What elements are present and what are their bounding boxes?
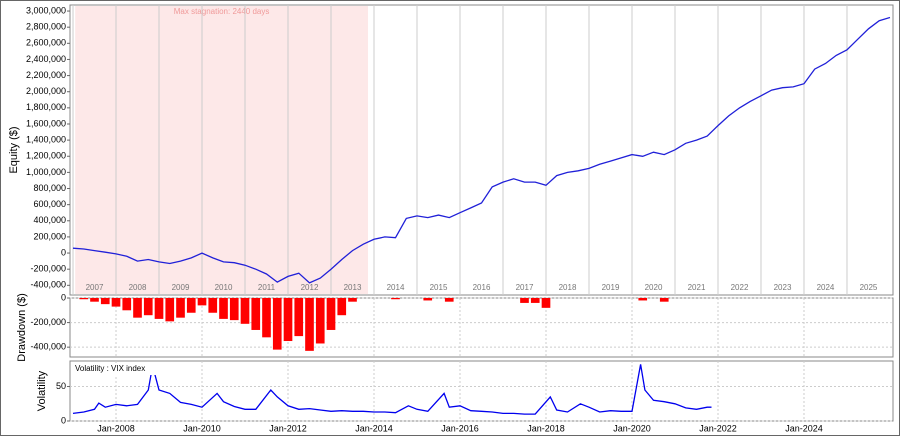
x-tick-label: Jan-2010	[183, 423, 221, 433]
x-tick-label: Jan-2016	[441, 423, 479, 433]
year-label: 2015	[430, 283, 448, 292]
y-tick-label: 1,800,000	[26, 102, 66, 112]
drawdown-bar	[176, 298, 185, 318]
drawdown-bar	[251, 298, 261, 330]
x-tick-label: Jan-2024	[785, 423, 823, 433]
y-tick-label: 2,000,000	[26, 86, 66, 96]
drawdown-bar	[165, 298, 175, 322]
plot-area	[69, 360, 894, 422]
year-label: 2014	[387, 283, 405, 292]
drawdown-bar	[79, 298, 89, 300]
year-label: 2010	[215, 283, 233, 292]
y-tick-label: 0	[61, 415, 66, 425]
year-label: 2012	[301, 283, 319, 292]
drawdown-bar	[154, 298, 164, 319]
drawdown-bar	[122, 298, 132, 311]
legend-box	[72, 363, 158, 375]
drawdown-bar	[100, 298, 110, 305]
year-label: 2009	[172, 283, 190, 292]
y-tick-label: -400,000	[30, 342, 66, 352]
drawdown-bar	[315, 298, 325, 344]
year-label: 2022	[731, 283, 749, 292]
year-label: 2021	[688, 283, 706, 292]
drawdown-bar	[143, 298, 153, 316]
x-tick-label: Jan-2022	[699, 423, 737, 433]
drawdown-bar	[272, 298, 282, 350]
y-tick-label: 1,200,000	[26, 151, 66, 161]
y-tick-label: 200,000	[33, 231, 66, 241]
y-tick-label: 400,000	[33, 215, 66, 225]
y-axis-title: Volatility	[36, 370, 48, 411]
year-label: 2008	[129, 283, 147, 292]
year-label: 2023	[774, 283, 792, 292]
drawdown-bar	[305, 298, 314, 351]
drawdown-bar	[186, 298, 196, 313]
y-axis-title: Equity ($)	[8, 126, 20, 173]
drawdown-bar	[530, 298, 540, 303]
drawdown-bar	[262, 298, 271, 338]
y-tick-label: 2,600,000	[26, 38, 66, 48]
y-tick-label: 1,400,000	[26, 134, 66, 144]
year-label: 2019	[602, 283, 620, 292]
y-tick-label: 2,800,000	[26, 22, 66, 32]
year-label: 2011	[258, 283, 276, 292]
drawdown-bar	[659, 298, 669, 302]
series-line	[72, 364, 712, 415]
drawdown-bar	[541, 298, 551, 308]
y-tick-label: -200,000	[30, 317, 66, 327]
drawdown-bar	[444, 298, 454, 302]
year-label: 2016	[473, 283, 491, 292]
x-tick-label: Jan-2008	[97, 423, 135, 433]
y-tick-label: 1,600,000	[26, 118, 66, 128]
x-tick-label: Jan-2012	[269, 423, 307, 433]
y-tick-label: -200,000	[30, 264, 66, 274]
drawdown-bar	[423, 298, 433, 301]
drawdown-bar	[219, 298, 228, 319]
y-tick-label: 3,000,000	[26, 5, 66, 15]
year-label: 2017	[516, 283, 534, 292]
drawdown-bar	[197, 298, 207, 306]
drawdown-bar	[240, 298, 250, 324]
y-tick-label: 2,200,000	[26, 70, 66, 80]
y-tick-label: 50	[56, 381, 66, 391]
drawdown-bar	[208, 298, 218, 313]
year-label: 2025	[860, 283, 878, 292]
x-tick-label: Jan-2014	[355, 423, 393, 433]
y-tick-label: 0	[61, 292, 66, 302]
x-tick-label: Jan-2020	[613, 423, 651, 433]
stagnation-label: Max stagnation: 2440 days	[174, 7, 270, 16]
drawdown-bar	[348, 298, 357, 302]
drawdown-bar	[337, 298, 347, 316]
stagnation-band	[75, 6, 368, 294]
year-label: 2018	[559, 283, 577, 292]
y-tick-label: 600,000	[33, 199, 66, 209]
y-tick-label: 0	[61, 247, 66, 257]
y-axis-title: Drawdown ($)	[16, 293, 28, 361]
drawdown-bar	[133, 298, 142, 318]
panel-title: Volatility : VIX index	[75, 364, 145, 373]
drawdown-bar	[90, 298, 99, 302]
drawdown-bar	[638, 298, 648, 301]
x-tick-label: Jan-2018	[527, 423, 565, 433]
y-tick-label: 2,400,000	[26, 54, 66, 64]
drawdown-bar	[229, 298, 239, 321]
year-label: 2013	[344, 283, 362, 292]
y-tick-label: -400,000	[30, 280, 66, 290]
drawdown-bar	[283, 298, 293, 342]
year-label: 2007	[86, 283, 104, 292]
drawdown-bar	[111, 298, 121, 307]
drawdown-bar	[520, 298, 529, 303]
drawdown-bar	[294, 298, 304, 337]
y-tick-label: 800,000	[33, 183, 66, 193]
year-label: 2024	[817, 283, 835, 292]
drawdown-bar	[391, 298, 400, 300]
drawdown-bar	[326, 298, 336, 330]
year-label: 2020	[645, 283, 663, 292]
y-tick-label: 1,000,000	[26, 167, 66, 177]
series-line	[72, 16, 891, 284]
